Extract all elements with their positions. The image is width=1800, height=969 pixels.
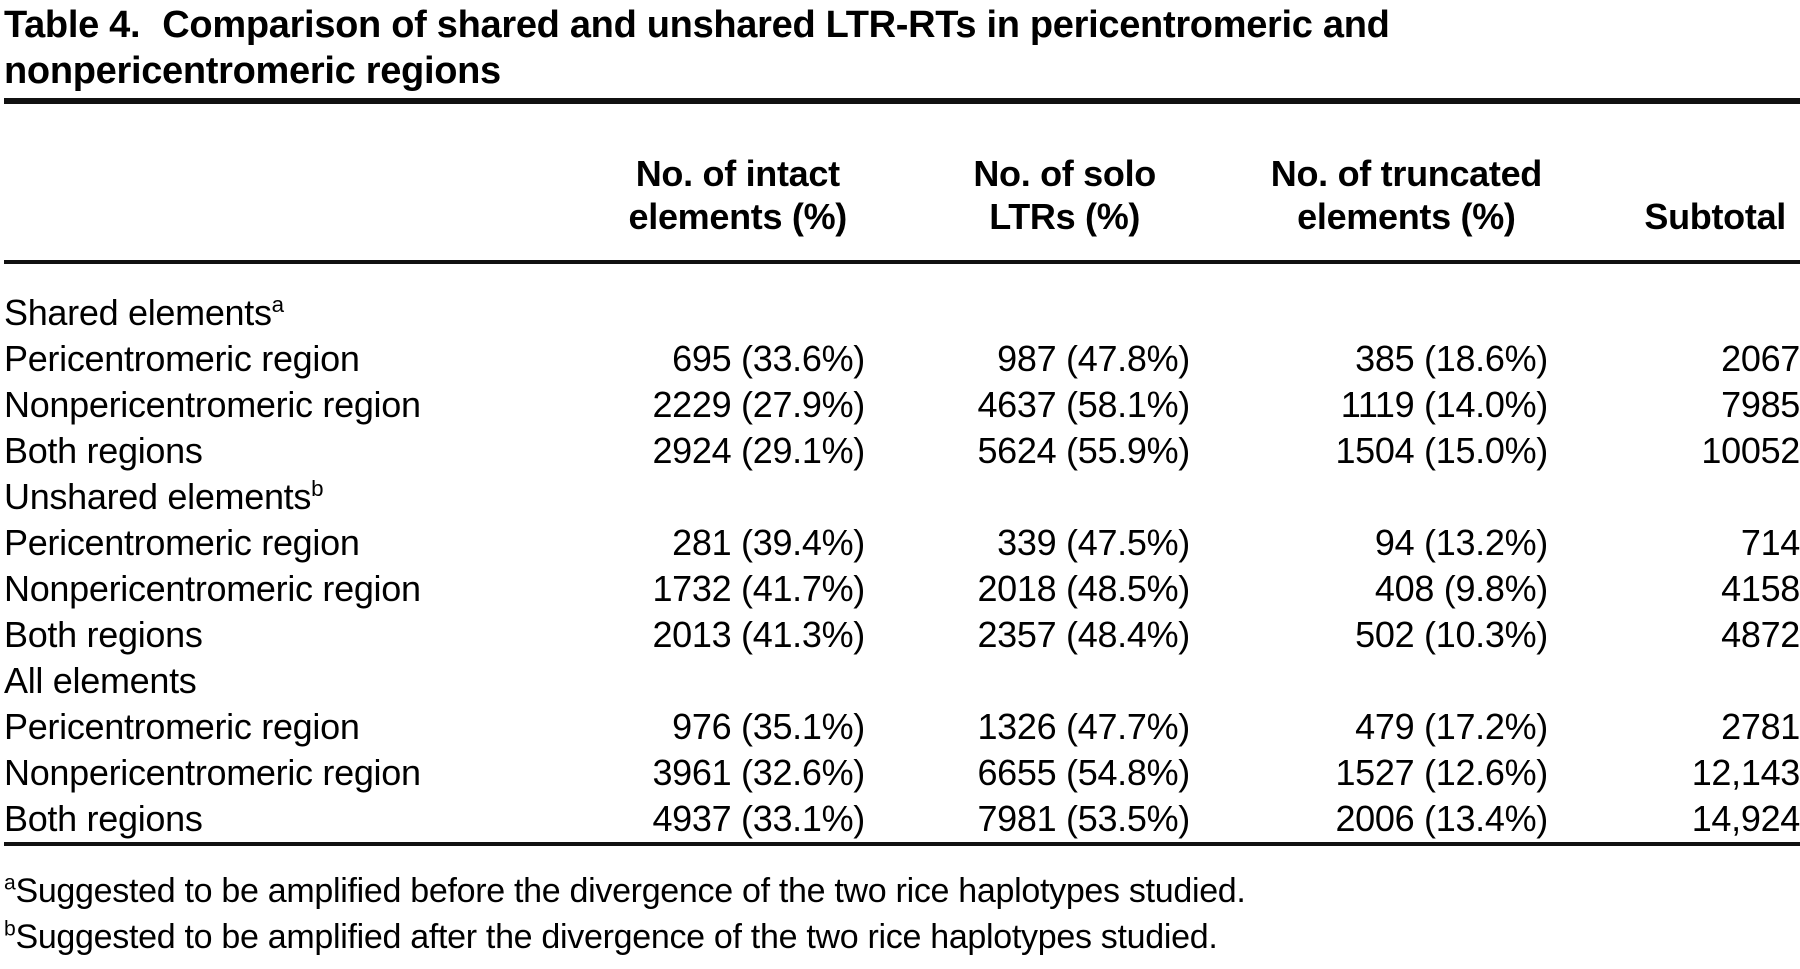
cell-truncated: 2006 (13.4%) <box>1335 798 1548 839</box>
table-row: Both regions 2924 (29.1%) 5624 (55.9%) 1… <box>4 428 1800 474</box>
cell-intact: 695 (33.6%) <box>672 338 865 379</box>
column-header-truncated: No. of truncated elements (%) <box>1270 153 1543 237</box>
row-label: Nonpericentromeric region <box>4 568 421 609</box>
row-label: Both regions <box>4 798 203 839</box>
cell-truncated: 1119 (14.0%) <box>1340 384 1549 425</box>
cell-intact: 1732 (41.7%) <box>652 568 865 609</box>
cell-subtotal: 714 <box>1740 522 1800 563</box>
cell-intact: 2924 (29.1%) <box>652 430 865 471</box>
cell-intact: 2013 (41.3%) <box>652 614 865 655</box>
footnote-marker-b: b <box>311 476 324 501</box>
cell-subtotal: 12,143 <box>1691 752 1800 793</box>
horizontal-rule-top <box>4 98 1800 104</box>
cell-intact: 4937 (33.1%) <box>652 798 865 839</box>
column-header-subtotal: Subtotal <box>1644 196 1786 237</box>
cell-solo: 5624 (55.9%) <box>977 430 1190 471</box>
footnote-b-marker: b <box>4 917 16 941</box>
table-row: Both regions 2013 (41.3%) 2357 (48.4%) 5… <box>4 612 1800 658</box>
group-header-row: Unshared elementsb <box>4 474 1800 520</box>
cell-solo: 1326 (47.7%) <box>977 706 1190 747</box>
table-title-line1: Table 4. Comparison of shared and unshare… <box>4 2 1404 48</box>
cell-subtotal: 2781 <box>1721 706 1800 747</box>
table-row: Pericentromeric region 695 (33.6%) 987 (… <box>4 336 1800 382</box>
footnote-b-text: Suggested to be amplified after the dive… <box>15 918 1218 956</box>
cell-truncated: 479 (17.2%) <box>1355 706 1548 747</box>
group-label-all: All elements <box>4 660 197 701</box>
table-row: Pericentromeric region 976 (35.1%) 1326 … <box>4 704 1800 750</box>
column-header-solo: No. of solo LTRs (%) <box>973 153 1156 237</box>
row-label: Both regions <box>4 614 203 655</box>
cell-subtotal: 14,924 <box>1691 798 1800 839</box>
group-label-shared: Shared elementsa <box>4 292 284 333</box>
group-label-unshared: Unshared elementsb <box>4 476 324 517</box>
table-number-label: Table 4. <box>4 4 141 46</box>
row-label: Nonpericentromeric region <box>4 752 421 793</box>
cell-solo: 7981 (53.5%) <box>977 798 1190 839</box>
cell-intact: 2229 (27.9%) <box>652 384 865 425</box>
row-label: Pericentromeric region <box>4 338 360 379</box>
group-header-row: All elements <box>4 658 1800 704</box>
cell-solo: 4637 (58.1%) <box>977 384 1190 425</box>
table-row: Both regions 4937 (33.1%) 7981 (53.5%) 2… <box>4 796 1800 842</box>
row-label: Pericentromeric region <box>4 522 360 563</box>
cell-subtotal: 7985 <box>1721 384 1800 425</box>
group-header-row: Shared elementsa <box>4 290 1800 336</box>
cell-solo: 2357 (48.4%) <box>977 614 1190 655</box>
table-caption-line1: Comparison of shared and unshared LTR-RT… <box>162 4 1390 46</box>
table-row: Pericentromeric region 281 (39.4%) 339 (… <box>4 520 1800 566</box>
footnotes: aSuggested to be amplified before the di… <box>4 868 1800 960</box>
cell-solo: 987 (47.8%) <box>997 338 1190 379</box>
cell-subtotal: 2067 <box>1721 338 1800 379</box>
data-table: Shared elementsa Pericentromeric region … <box>4 290 1800 842</box>
table-title: Table 4. Comparison of shared and unshare… <box>4 2 1404 94</box>
cell-solo: 6655 (54.8%) <box>977 752 1190 793</box>
table-row: Nonpericentromeric region 3961 (32.6%) 6… <box>4 750 1800 796</box>
cell-truncated: 502 (10.3%) <box>1355 614 1548 655</box>
footnote-a: aSuggested to be amplified before the di… <box>4 868 1800 914</box>
column-header-intact: No. of intact elements (%) <box>628 153 848 237</box>
cell-solo: 339 (47.5%) <box>997 522 1190 563</box>
footnote-b: bSuggested to be amplified after the div… <box>4 914 1800 960</box>
horizontal-rule-header <box>4 260 1800 264</box>
footnote-marker-a: a <box>271 292 284 317</box>
footnote-a-text: Suggested to be amplified before the div… <box>15 872 1246 910</box>
table-caption-line2: nonpericentromeric regions <box>4 50 501 92</box>
row-label: Pericentromeric region <box>4 706 360 747</box>
cell-intact: 281 (39.4%) <box>672 522 865 563</box>
cell-truncated: 1527 (12.6%) <box>1335 752 1548 793</box>
cell-intact: 976 (35.1%) <box>672 706 865 747</box>
cell-subtotal: 4158 <box>1721 568 1800 609</box>
cell-truncated: 408 (9.8%) <box>1374 568 1548 609</box>
cell-subtotal: 4872 <box>1721 614 1800 655</box>
table-row: Nonpericentromeric region 2229 (27.9%) 4… <box>4 382 1800 428</box>
cell-subtotal: 10052 <box>1701 430 1800 471</box>
cell-truncated: 1504 (15.0%) <box>1335 430 1548 471</box>
row-label: Nonpericentromeric region <box>4 384 421 425</box>
horizontal-rule-bottom <box>4 842 1800 846</box>
cell-truncated: 385 (18.6%) <box>1355 338 1548 379</box>
cell-truncated: 94 (13.2%) <box>1374 522 1548 563</box>
cell-solo: 2018 (48.5%) <box>977 568 1190 609</box>
table-row: Nonpericentromeric region 1732 (41.7%) 2… <box>4 566 1800 612</box>
table-header-row: No. of intact elements (%) No. of solo LTR… <box>4 104 1800 260</box>
row-label: Both regions <box>4 430 203 471</box>
footnote-a-marker: a <box>4 871 16 895</box>
cell-intact: 3961 (32.6%) <box>652 752 865 793</box>
